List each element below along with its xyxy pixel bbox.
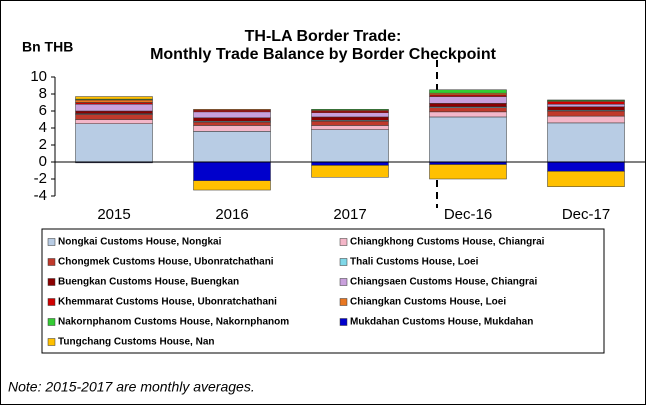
bar-segment [429,116,507,163]
note: Note: 2015-2017 are monthly averages. [8,379,255,395]
y-tick-label: 4 [39,119,47,136]
legend-swatch [47,238,56,246]
bar-segment [193,180,271,191]
bar-segment [193,111,271,119]
legend-swatch [47,278,56,286]
bar-segment [429,111,507,118]
legend-swatch [339,258,348,266]
legend [41,228,605,354]
y-tick-label: 10 [30,68,47,85]
bar-segment [311,165,389,178]
legend-label: Thali Customs House, Loei [350,257,479,268]
bar-segment [193,109,271,113]
bar-segment [311,116,389,121]
chart-subtitle: Monthly Trade Balance by Border Checkpoi… [150,46,497,63]
legend-label: Khemmarat Customs House, Ubonratchathani [58,297,277,308]
x-tick-label: Dec-17 [562,206,610,223]
bar-segment [311,129,389,163]
legend-label: Chongmek Customs House, Ubonratchathani [58,257,274,268]
bar-segment [311,112,389,118]
bar-segment [547,106,625,111]
legend-label: Mukdahan Customs House, Mukdahan [350,317,533,328]
bar-segment [75,110,153,114]
x-tick-label: 2017 [333,206,366,223]
y-tick-label: 0 [39,153,47,170]
legend-label: Chiangsaen Customs House, Chiangrai [350,277,537,288]
bar-segment [193,131,271,163]
legend-swatch [339,298,348,306]
bar-segment [547,99,625,102]
y-tick-label: 6 [39,102,47,119]
y-tick-label: 2 [39,136,47,153]
legend-label: Chiangkhong Customs House, Chiangrai [350,237,545,248]
bar-segment [429,164,507,180]
bar-segment [311,125,389,130]
bar-segment [75,102,153,105]
bar-segment [547,115,625,124]
bar-segment [547,101,625,105]
bar-segment [429,107,507,113]
bar-segment [547,171,625,187]
legend-swatch [339,318,348,326]
legend-swatch [47,338,56,346]
bar-segment [193,109,271,111]
bar-segment [193,121,271,126]
legend-swatch [47,298,56,306]
bar-segment [75,103,153,112]
bar-segment [429,96,507,104]
bar-segment [193,117,271,122]
legend-swatch [47,258,56,266]
bar-segment [75,99,153,103]
legend-swatch [339,278,348,286]
bar-segment [75,96,153,100]
x-tick-label: 2016 [215,206,248,223]
y-tick-label: 8 [39,85,47,102]
legend-swatch [339,238,348,246]
bar-segment [311,109,389,111]
bar-segment [311,120,389,126]
legend-label: Chiangkan Customs House, Loei [350,297,506,308]
bar-segment [75,123,153,163]
y-tick-label: -4 [34,187,47,204]
bar-segment [311,110,389,113]
bar-segment [429,92,507,96]
bar-segment [547,161,625,172]
bar-segment [429,94,507,97]
legend-swatch [47,318,56,326]
chart-title: TH-LA Border Trade: [245,28,402,45]
bar-segment [75,114,153,120]
bar-segment [193,125,271,132]
legend-label: Nongkai Customs House, Nongkai [58,237,222,248]
bar-segment [547,110,625,117]
x-tick-label: Dec-16 [444,206,492,223]
bar-segment [75,119,153,124]
legend-label: Buengkan Customs House, Buengkan [58,277,239,288]
bar-segment [547,122,625,163]
bar-segment [429,89,507,94]
bar-segment [547,103,625,107]
legend-label: Nakornphanom Customs House, Nakornphanom [58,317,289,328]
y-tick-label: -2 [34,170,47,187]
x-tick-label: 2015 [97,206,130,223]
legend-label: Tungchang Customs House, Nan [58,337,215,348]
bar-segment [311,161,389,166]
bar-segment [193,161,271,181]
bar-segment [429,103,507,107]
y-axis-label: Bn THB [22,39,73,55]
